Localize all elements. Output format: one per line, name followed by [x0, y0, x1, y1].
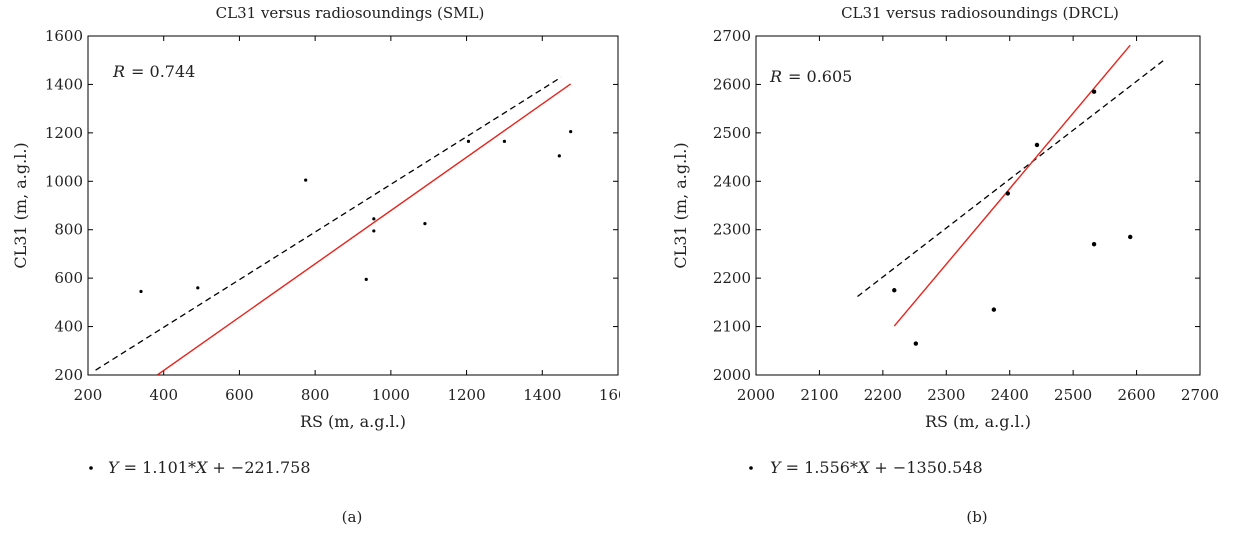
legend-equation: Y = 1.556*X + −1350.548	[770, 458, 983, 477]
panel-label: (a)	[342, 508, 363, 526]
x-tick-label: 1000	[372, 386, 410, 404]
data-point	[196, 286, 200, 290]
y-axis-label: CL31 (m, a.g.l.)	[11, 142, 30, 268]
data-point	[502, 139, 507, 143]
legend-var-y: Y	[108, 458, 120, 477]
data-point	[991, 307, 997, 312]
r-value: = 0.744	[131, 62, 195, 81]
data-point	[364, 277, 368, 281]
legend-marker	[89, 466, 93, 470]
y-tick-label: 600	[54, 269, 83, 287]
x-tick-label: 2600	[1117, 386, 1155, 404]
data-point	[1034, 142, 1040, 148]
y-tick-label: 1000	[45, 172, 83, 190]
scatter-chart-drcl: CL31 versus radiosoundings (DRCL) 2000 210…	[671, 4, 1219, 526]
y-tick-label: 400	[54, 318, 83, 336]
y-tick-label: 2100	[713, 318, 751, 336]
x-tick-label: 1400	[523, 386, 561, 404]
data-point	[913, 341, 919, 346]
reference-line	[857, 58, 1166, 298]
data-point	[139, 289, 143, 294]
x-tick-label: 2200	[864, 386, 902, 404]
y-tick-label: 1400	[45, 75, 83, 93]
x-tick-label: 2400	[991, 386, 1029, 404]
legend-var-x: X	[194, 458, 208, 477]
r-annotation: R = 0.605	[769, 67, 852, 86]
y-tick-label: 2600	[713, 75, 751, 93]
data-point	[892, 288, 897, 293]
data-point	[1128, 234, 1133, 240]
legend-var-y: Y	[770, 458, 782, 477]
legend-eq-end: + −221.758	[207, 458, 310, 477]
chart-panel-b: CL31 versus radiosoundings (DRCL) 2000 210…	[620, 0, 1233, 537]
legend-eq-mid: = 1.556*	[781, 458, 858, 477]
chart-panel-a: CL31 versus radiosoundings (SML) 200 400 60…	[0, 0, 637, 537]
reference-line	[95, 76, 562, 371]
x-tick-label: 1200	[447, 386, 485, 404]
data-point	[569, 130, 573, 134]
x-tick-label: 2700	[1181, 386, 1219, 404]
data-point	[1091, 242, 1097, 247]
x-tick-label: 600	[225, 386, 254, 404]
x-tick-label: 2100	[800, 386, 838, 404]
r-value: = 0.605	[788, 67, 852, 86]
legend-eq-mid: = 1.101*	[119, 458, 196, 477]
legend-eq-end: + −1350.548	[869, 458, 982, 477]
r-symbol: R	[769, 67, 782, 86]
data-point	[557, 154, 561, 158]
legend-marker	[749, 466, 753, 470]
plot-frame	[755, 35, 1201, 376]
data-point	[304, 178, 308, 182]
x-axis-label: RS (m, a.g.l.)	[300, 412, 406, 431]
plot-frame	[87, 35, 619, 376]
y-tick-label: 2200	[713, 269, 751, 287]
y-tick-label: 800	[54, 221, 83, 239]
y-tick-label: 1600	[45, 27, 83, 45]
x-tick-label: 2000	[737, 386, 775, 404]
chart-title: CL31 versus radiosoundings (DRCL)	[841, 4, 1119, 22]
x-axis-label: RS (m, a.g.l.)	[925, 412, 1031, 431]
legend-var-x: X	[856, 458, 870, 477]
y-tick-label: 2400	[713, 172, 751, 190]
y-tick-label: 2500	[713, 124, 751, 142]
data-point	[372, 229, 376, 233]
chart-title: CL31 versus radiosoundings (SML)	[216, 4, 485, 22]
y-tick-label: 2300	[713, 221, 751, 239]
panel-label: (b)	[966, 508, 987, 526]
y-axis-label: CL31 (m, a.g.l.)	[671, 142, 690, 268]
scatter-chart-sml: CL31 versus radiosoundings (SML) 200 400 60…	[11, 4, 637, 526]
fit-line	[893, 44, 1131, 327]
x-tick-label: 400	[149, 386, 178, 404]
data-point	[1091, 89, 1097, 94]
fit-line	[156, 83, 572, 375]
x-tick-label: 2500	[1054, 386, 1092, 404]
legend-equation: Y = 1.101*X + −221.758	[108, 458, 311, 477]
x-tick-label: 200	[74, 386, 103, 404]
data-point	[423, 222, 427, 226]
x-tick-label: 2300	[927, 386, 965, 404]
data-point	[372, 217, 376, 221]
y-tick-label: 2000	[713, 366, 751, 384]
r-symbol: R	[112, 62, 125, 81]
x-tick-label: 800	[301, 386, 330, 404]
y-tick-label: 1200	[45, 124, 83, 142]
y-tick-label: 2700	[713, 27, 751, 45]
y-tick-label: 200	[54, 366, 83, 384]
data-point	[466, 139, 471, 143]
x-tick-label: 1600	[599, 386, 620, 404]
data-point	[1005, 191, 1011, 196]
r-annotation: R = 0.744	[112, 62, 195, 81]
